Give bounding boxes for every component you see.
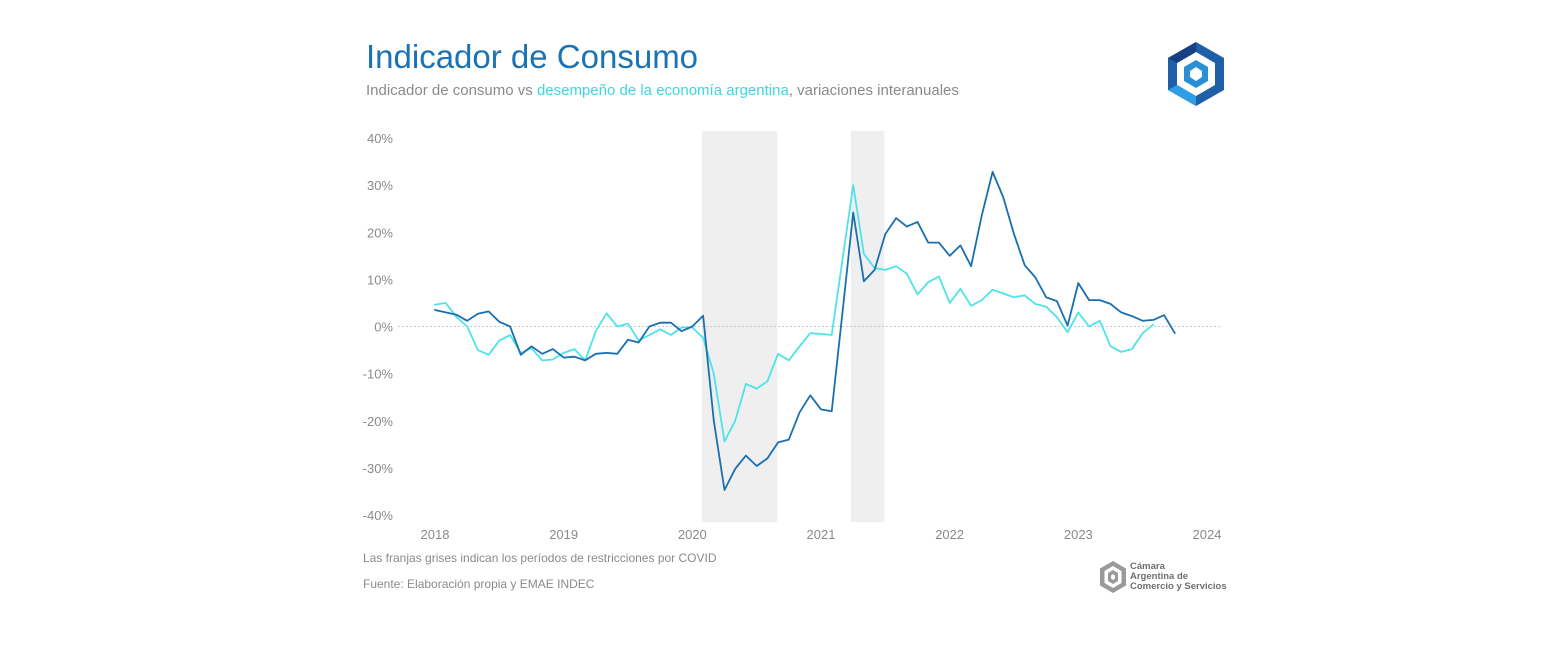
brand-line-1: Cámara — [1130, 561, 1165, 572]
x-tick-label: 2018 — [421, 527, 450, 542]
x-tick-label: 2021 — [807, 527, 836, 542]
cac-footer-logo: Cámara Argentina de Comercio y Servicios — [1098, 560, 1228, 596]
chart-title: Indicador de Consumo — [366, 38, 699, 75]
subtitle-highlight: desempeño de la economía argentina — [536, 82, 789, 99]
brand-line-2: Argentina de — [1130, 571, 1189, 582]
consumption-indicator-line — [434, 170, 1176, 491]
covid-note: Las franjas grises indican los períodos … — [363, 551, 717, 565]
y-tick-label: 40% — [367, 131, 393, 146]
subtitle-part1: Indicador de consumo vs — [366, 82, 537, 99]
subtitle-part2: , variaciones interanuales — [788, 82, 959, 99]
y-tick-label: -30% — [363, 461, 394, 476]
y-tick-label: -20% — [363, 414, 394, 429]
chart-subtitle: Indicador de consumo vs desempeño de la … — [366, 82, 959, 99]
y-tick-label: -10% — [363, 367, 394, 382]
cac-footer-logo-text: Cámara Argentina de Comercio y Servicios — [1130, 562, 1227, 592]
source-note: Fuente: Elaboración propia y EMAE INDEC — [363, 577, 595, 591]
x-tick-label: 2023 — [1064, 527, 1093, 542]
x-tick-label: 2020 — [678, 527, 707, 542]
x-tick-label: 2022 — [935, 527, 964, 542]
cac-logo-icon — [1168, 42, 1224, 106]
x-tick-label: 2019 — [549, 527, 578, 542]
y-tick-label: 0% — [374, 320, 393, 335]
y-tick-label: 30% — [367, 178, 393, 193]
x-tick-label: 2024 — [1193, 527, 1222, 542]
y-tick-label: 20% — [367, 225, 393, 240]
y-tick-label: -40% — [363, 508, 394, 523]
economy-emae-line — [434, 184, 1155, 443]
y-tick-label: 10% — [367, 272, 393, 287]
brand-line-3: Comercio y Servicios — [1130, 581, 1227, 592]
cac-footer-logo-icon — [1100, 561, 1126, 593]
